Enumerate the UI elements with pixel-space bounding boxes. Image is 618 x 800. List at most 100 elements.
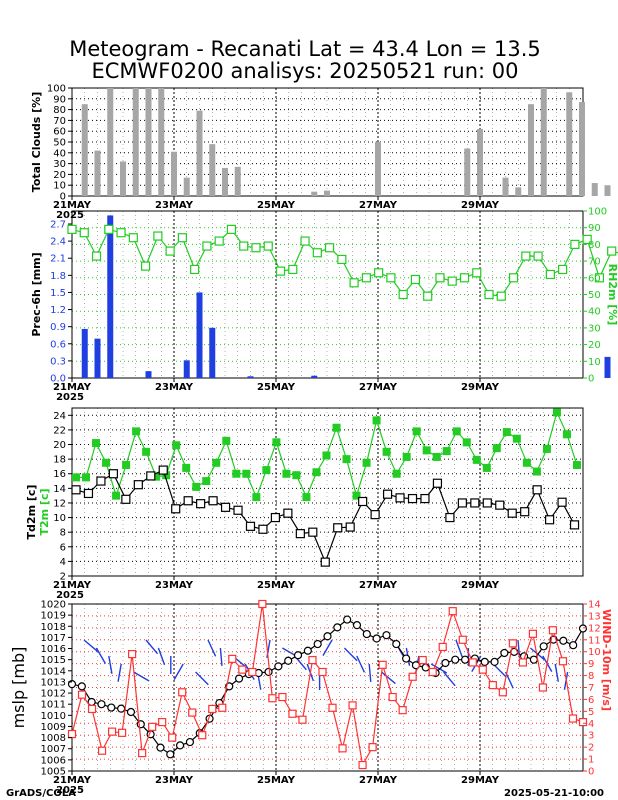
mslp-point <box>234 674 244 683</box>
t2m-point <box>112 491 121 500</box>
td2m-point <box>133 480 143 490</box>
rh-point <box>190 264 200 275</box>
td2m-point <box>557 497 567 507</box>
mslp-point <box>382 631 391 640</box>
precip-year-label: 2025 <box>56 392 84 403</box>
wind-point <box>438 642 447 652</box>
wind-line <box>71 603 584 767</box>
mslp-point <box>490 657 499 666</box>
t2m-point <box>422 446 431 455</box>
clouds-ylabel: Total Clouds [%] <box>30 92 43 192</box>
t2m-point <box>302 493 311 502</box>
temp-ytick-label-4: 10 <box>53 513 66 524</box>
td2m-point <box>420 493 430 504</box>
wind-point <box>448 607 457 616</box>
wind-point <box>358 760 367 770</box>
clouds-bar <box>324 190 330 196</box>
precip-bar <box>247 376 254 378</box>
wind-point <box>158 717 167 727</box>
wind-point <box>138 749 147 758</box>
mslp-point <box>500 648 509 658</box>
t2m-point <box>162 471 171 480</box>
wind-barb <box>492 663 507 678</box>
press-ytick-label-0: 1005 <box>41 767 66 778</box>
mslp-point <box>264 667 273 677</box>
wind-point <box>428 667 437 677</box>
rh-point <box>275 266 286 276</box>
rh-y2tick-label-5: 50 <box>588 290 601 301</box>
td2m-point <box>507 508 517 518</box>
td2m-point <box>358 496 368 507</box>
wind-point <box>338 744 347 753</box>
wind-barb <box>356 655 366 673</box>
clouds-ytick-label-5: 50 <box>53 138 66 149</box>
rh-point <box>374 268 384 278</box>
td2m-point <box>382 489 393 499</box>
wind-point <box>298 715 307 724</box>
wind-point <box>188 708 197 717</box>
clouds-ytick-label-6: 60 <box>53 127 66 138</box>
wind-barb <box>145 639 159 655</box>
precip-ytick-label-2: 0.6 <box>50 339 66 350</box>
t2m-point <box>222 436 231 445</box>
wind-barb <box>430 663 448 674</box>
t2m-point <box>312 468 321 477</box>
td2m-point <box>520 507 530 517</box>
mslp-point <box>333 623 342 632</box>
wind-ylabel: WIND-10m [m/s] <box>600 609 613 711</box>
wind-y2tick-label-3: 3 <box>588 731 594 742</box>
rh-y2tick-label-8: 80 <box>588 240 601 251</box>
wind-point <box>97 746 107 755</box>
wind-point <box>458 635 467 644</box>
temp-ytick-label-9: 20 <box>53 440 66 451</box>
precip-bar <box>196 292 203 378</box>
rh-point <box>67 224 77 234</box>
td2m-point <box>183 496 193 506</box>
wind-y2tick-label-0: 0 <box>588 767 594 778</box>
rh-point <box>398 289 408 300</box>
td2m-point <box>445 512 455 523</box>
t2m-point <box>202 477 211 486</box>
clouds-ytick-label-1: 10 <box>53 181 66 192</box>
clouds-bar <box>477 129 483 196</box>
clouds-bar <box>120 161 126 196</box>
pressure-wind-panel: 1005100610071008100910101011101210131014… <box>9 600 613 797</box>
rh-y2tick-label-3: 30 <box>588 323 601 334</box>
rh-point <box>91 251 102 261</box>
mslp-point <box>578 624 588 633</box>
wind-point <box>348 701 357 710</box>
rh-point <box>153 231 163 241</box>
temp-ytick-label-2: 6 <box>60 542 66 553</box>
press-xtick-label-1: 23MAY <box>155 775 194 786</box>
press-ytick-label-15: 1020 <box>41 600 66 611</box>
wind-barb <box>207 639 217 657</box>
td2m-point <box>470 498 480 508</box>
td2m-point <box>308 527 318 537</box>
td2m-point <box>245 521 256 531</box>
wind-barb <box>343 647 358 662</box>
wind-point <box>398 706 407 715</box>
td2m-point <box>96 476 106 486</box>
press-ytick-label-13: 1018 <box>41 622 66 633</box>
precip-ytick-label-1: 0.3 <box>50 356 66 367</box>
precip-bar <box>209 327 216 378</box>
precip-ytick-label-9: 2.7 <box>50 220 66 231</box>
wind-point <box>488 681 497 690</box>
td2m-line <box>75 469 576 564</box>
t2m-point <box>212 458 221 467</box>
press-xtick-label-4: 29MAY <box>461 775 500 786</box>
wind-point <box>77 690 87 699</box>
td2m-point <box>146 471 156 481</box>
clouds-bar <box>81 104 88 196</box>
td2m-point <box>83 488 94 499</box>
t2m-point <box>502 428 511 437</box>
rh-point <box>558 264 568 275</box>
rh-point <box>496 291 506 301</box>
wind-barb <box>108 655 113 674</box>
precip-rh-panel: 0.0 0.3 0.6 0.9 1.2 1.5 1.8 2.1 2.4 2.7 0 10 20 30 40 5… <box>30 207 618 403</box>
mslp-point <box>362 629 371 639</box>
td2m-point <box>196 499 206 509</box>
wind-point <box>508 639 517 648</box>
